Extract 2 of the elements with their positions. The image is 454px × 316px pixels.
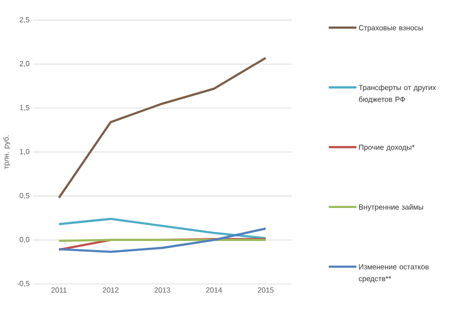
line-series bbox=[58, 228, 267, 254]
line-series bbox=[58, 57, 267, 200]
